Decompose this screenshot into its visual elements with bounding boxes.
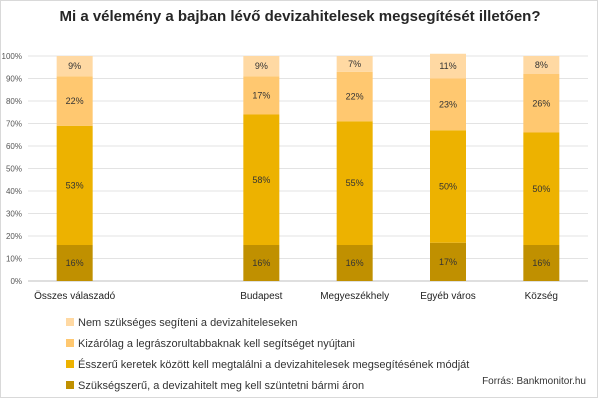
bar-segment [430, 53, 466, 79]
bar-segment [56, 56, 93, 77]
data-label: 53% [66, 180, 84, 190]
legend-item: Ésszerű keretek között kell megtalálni a… [66, 359, 469, 373]
data-label: 58% [252, 175, 270, 185]
bar-segment [336, 245, 373, 281]
data-label: 50% [532, 184, 550, 194]
legend-label: Nem szükséges segíteni a devizahitelesek… [78, 317, 298, 329]
data-label: 16% [252, 258, 270, 268]
y-tick-label: 0% [10, 277, 22, 286]
y-tick-label: 100% [2, 52, 22, 61]
y-tick-label: 10% [6, 255, 22, 264]
bar-segment [430, 242, 466, 281]
bar-segment [56, 76, 93, 126]
legend-swatch [66, 360, 74, 369]
bar-segment [430, 130, 466, 243]
bar-segment [243, 76, 280, 115]
data-label: 22% [66, 96, 84, 106]
x-category-label: Budapest [240, 291, 282, 302]
data-label: 8% [535, 60, 548, 70]
data-label: 16% [66, 258, 84, 268]
y-tick-label: 90% [6, 75, 22, 84]
y-tick-label: 20% [6, 232, 22, 241]
y-tick-label: 60% [6, 142, 22, 151]
y-tick-label: 30% [6, 210, 22, 219]
data-label: 17% [439, 257, 457, 267]
bar-segment [243, 56, 280, 77]
bar-segment [430, 78, 466, 131]
bar-segment [56, 125, 93, 245]
bar-segment [336, 121, 373, 245]
legend-label: Kizárólag a legrászorultabbaknak kell se… [78, 338, 355, 350]
bar-segment [243, 245, 280, 281]
bar-segment [523, 245, 560, 281]
bar-segment [336, 56, 373, 72]
source-note: Forrás: Bankmonitor.hu [482, 376, 586, 387]
legend-swatch [66, 318, 74, 327]
data-label: 9% [255, 61, 268, 71]
bar-segment [336, 71, 373, 122]
y-tick-label: 40% [6, 187, 22, 196]
data-label: 16% [346, 258, 364, 268]
x-category-label: Egyéb város [420, 291, 476, 302]
data-label: 26% [532, 98, 550, 108]
legend-item: Szükségszerű, a devizahitelt meg kell sz… [66, 380, 364, 394]
bar-segment [243, 114, 280, 245]
legend-item: Kizárólag a legrászorultabbaknak kell se… [66, 338, 355, 352]
legend-item: Nem szükséges segíteni a devizahitelesek… [66, 317, 298, 331]
data-label: 9% [68, 61, 81, 71]
legend-swatch [66, 381, 74, 390]
bar-segment [56, 245, 93, 281]
data-label: 7% [348, 59, 361, 69]
bar-segment [523, 56, 560, 74]
legend-swatch [66, 339, 74, 348]
x-category-label: Község [525, 291, 558, 302]
data-label: 17% [252, 90, 270, 100]
data-label: 16% [532, 258, 550, 268]
bar-segment [523, 132, 560, 245]
legend-label: Ésszerű keretek között kell megtalálni a… [78, 359, 470, 371]
chart-title: Mi a vélemény a bajban lévő devizahitele… [59, 8, 541, 25]
bar-segment [523, 74, 560, 133]
y-tick-label: 80% [6, 97, 22, 106]
x-category-label: Összes válaszadó [34, 290, 116, 302]
data-label: 50% [439, 182, 457, 192]
legend-label: Szükségszerű, a devizahitelt meg kell sz… [78, 380, 365, 392]
data-label: 55% [346, 178, 364, 188]
data-label: 22% [346, 92, 364, 102]
data-label: 23% [439, 99, 457, 109]
y-tick-label: 70% [6, 120, 22, 129]
y-tick-label: 50% [6, 165, 22, 174]
data-label: 11% [439, 61, 456, 71]
x-category-label: Megyeszékhely [320, 291, 389, 302]
